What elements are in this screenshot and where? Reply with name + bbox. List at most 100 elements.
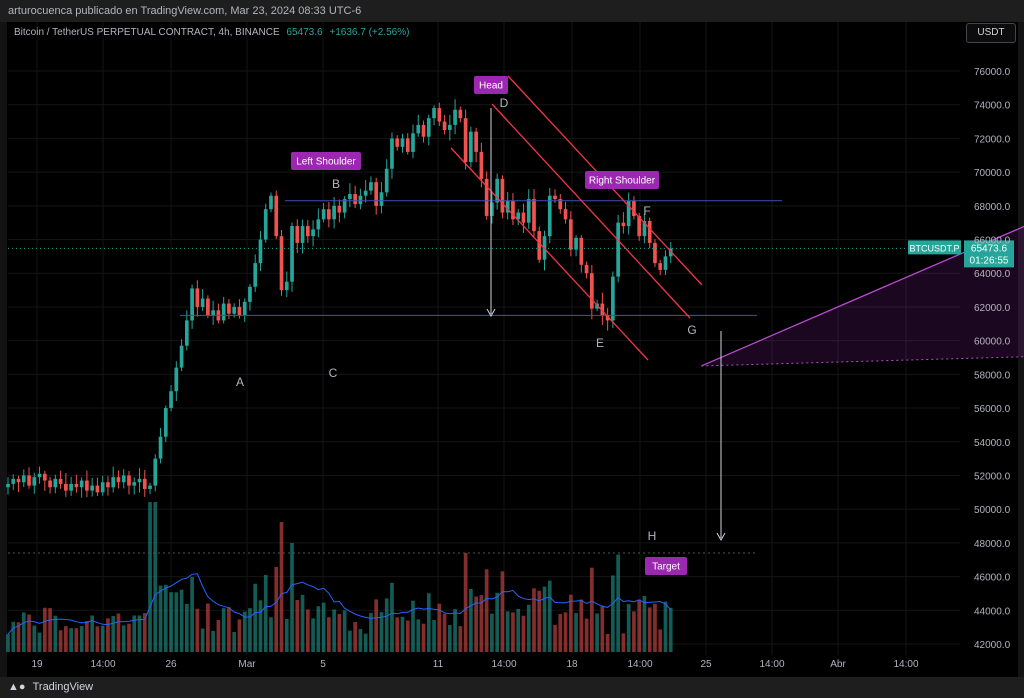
candle-body	[390, 138, 394, 169]
candle-body	[416, 124, 421, 134]
volume-bar	[358, 628, 363, 652]
candle-body	[184, 320, 189, 346]
volume-bar	[153, 502, 158, 652]
candle-body	[516, 212, 521, 220]
candle-body	[579, 237, 584, 265]
candle-body	[263, 209, 268, 240]
volume-bar	[348, 630, 352, 652]
candle-body	[363, 190, 368, 196]
volume-bar	[227, 607, 231, 652]
price-tick-label: 74000.0	[974, 101, 1011, 112]
volume-bar	[132, 615, 137, 652]
volume-bar	[369, 613, 373, 652]
volume-bar	[611, 575, 615, 652]
candle-body	[116, 477, 121, 483]
candle-body	[458, 109, 463, 119]
candle-body	[621, 222, 626, 227]
volume-bar	[332, 609, 336, 652]
callout-label: Left Shoulder	[296, 157, 356, 168]
volume-bar	[106, 618, 110, 652]
volume-bar	[537, 590, 542, 652]
candle-body	[6, 483, 10, 488]
price-tag-value: 65473.6	[971, 243, 1008, 254]
volume-bar	[37, 632, 42, 652]
candle-body	[158, 436, 163, 459]
volume-bar	[432, 620, 436, 652]
price-tick-label: 76000.0	[974, 67, 1011, 78]
arrow-head-icon	[716, 532, 726, 542]
candle-body	[95, 485, 100, 493]
volume-bar	[200, 628, 205, 652]
candle-body	[574, 237, 578, 250]
candle-body	[553, 195, 557, 200]
volume-bar	[142, 613, 147, 652]
candle-body	[400, 138, 405, 147]
candle-body	[511, 200, 515, 220]
volume-bar	[64, 626, 68, 652]
candle-body	[153, 458, 158, 486]
volume-bar	[642, 595, 647, 652]
candle-body	[227, 303, 231, 314]
candle-body	[32, 477, 37, 486]
volume-bar	[258, 600, 263, 652]
volume-bar	[379, 612, 384, 652]
volume-bar	[6, 634, 10, 652]
volume-bar	[21, 612, 26, 652]
volume-bar	[179, 589, 184, 652]
price-tick-label: 64000.0	[974, 269, 1011, 280]
candle-body	[563, 209, 568, 220]
volume-bar	[374, 599, 379, 652]
volume-bar	[405, 620, 410, 652]
volume-bar	[284, 618, 289, 652]
symbol-last-price: 65473.6	[286, 27, 323, 38]
volume-bar	[158, 585, 163, 652]
volume-bar	[195, 608, 200, 652]
symbol-change: +1636.7 (+2.56%)	[329, 27, 410, 38]
candle-body	[127, 475, 131, 486]
candle-body	[421, 124, 426, 137]
volume-ma-line	[7, 573, 672, 635]
volume-bar	[521, 615, 526, 652]
price-tick-label: 70000.0	[974, 168, 1011, 179]
currency-button[interactable]: USDT	[966, 23, 1016, 43]
volume-bar	[605, 634, 610, 652]
volume-bar	[100, 625, 105, 652]
candles	[6, 99, 673, 498]
candle-body	[474, 131, 478, 152]
candle-body	[611, 276, 615, 321]
candle-body	[190, 288, 194, 321]
candle-body	[484, 178, 489, 216]
volume-bar	[658, 629, 663, 652]
candle-body	[106, 482, 110, 488]
volume-bar	[663, 601, 668, 652]
tradingview-logo-icon[interactable]: ▲●	[8, 681, 26, 693]
volume-bar	[48, 608, 52, 652]
time-tick-label: 14:00	[759, 659, 784, 670]
candle-body	[206, 298, 210, 316]
candle-body	[411, 133, 415, 152]
volume-bar	[95, 626, 100, 652]
candle-body	[658, 263, 663, 270]
candle-body	[332, 205, 336, 220]
candle-body	[316, 219, 321, 230]
volume-bar	[27, 614, 31, 652]
pattern-leg-line	[701, 225, 1024, 367]
price-tag-countdown: 01:26:55	[970, 255, 1009, 266]
volume-bar	[295, 600, 300, 652]
volume-bar	[137, 615, 142, 652]
time-axis: 19 14:00 26 Mar 5 11 14:00 18 14:00 25 14:00 Abr 14:…	[31, 659, 919, 670]
footer-brand[interactable]: TradingView	[32, 681, 94, 693]
volume-bar	[90, 615, 94, 652]
chart-area[interactable]	[7, 22, 1018, 677]
callout-label: Target	[652, 562, 680, 573]
volume-bar	[16, 622, 21, 652]
candle-body	[521, 212, 526, 223]
price-tick-label: 58000.0	[974, 370, 1011, 381]
volume-bar	[632, 611, 636, 652]
volume-bar	[206, 603, 210, 652]
volume-bar	[558, 613, 563, 652]
candle-body	[248, 286, 252, 302]
volume-bar	[616, 554, 620, 652]
price-tick-label: 60000.0	[974, 337, 1011, 348]
